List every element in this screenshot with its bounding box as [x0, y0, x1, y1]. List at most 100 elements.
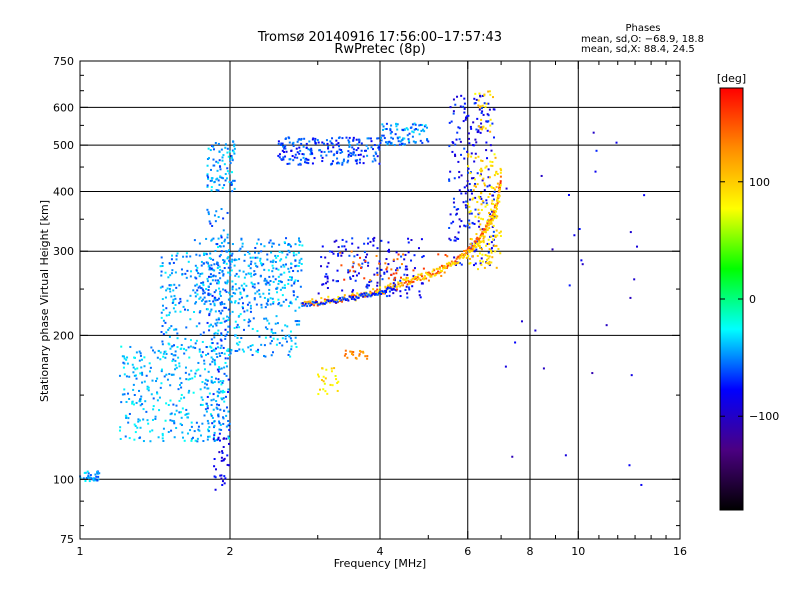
- scatter-point: [366, 357, 369, 360]
- scatter-point: [628, 464, 631, 467]
- scatter-point: [262, 263, 265, 266]
- scatter-point: [220, 148, 223, 151]
- scatter-point: [302, 156, 305, 159]
- scatter-point: [277, 280, 280, 283]
- scatter-point: [290, 339, 293, 342]
- scatter-point: [251, 327, 254, 330]
- scatter-point: [302, 153, 305, 156]
- scatter-point: [199, 310, 202, 313]
- scatter-point: [217, 216, 220, 219]
- scatter-point: [363, 242, 366, 245]
- scatter-point: [139, 398, 142, 401]
- scatter-point: [238, 287, 241, 290]
- scatter-point: [402, 137, 405, 140]
- scatter-point: [386, 142, 389, 145]
- scatter-point: [384, 141, 387, 144]
- scatter-point: [475, 98, 478, 101]
- scatter-point: [255, 350, 258, 353]
- scatter-point: [228, 298, 231, 301]
- scatter-point: [499, 230, 502, 233]
- scatter-point: [139, 426, 142, 429]
- scatter-point: [218, 159, 221, 162]
- scatter-point: [239, 293, 242, 296]
- scatter-point: [238, 341, 241, 344]
- scatter-point: [499, 252, 502, 255]
- scatter-point: [335, 298, 338, 301]
- scatter-point: [413, 128, 416, 131]
- y-axis-label: Stationary phase Virtual Height [km]: [38, 200, 51, 402]
- scatter-point: [209, 324, 212, 327]
- scatter-point: [475, 245, 478, 248]
- scatter-point: [470, 212, 473, 215]
- scatter-point: [282, 145, 285, 148]
- scatter-point: [475, 128, 478, 131]
- scatter-point: [143, 380, 146, 383]
- scatter-point: [209, 303, 212, 306]
- scatter-point: [189, 377, 192, 380]
- scatter-point: [369, 240, 372, 243]
- scatter-point: [348, 136, 351, 139]
- scatter-point: [213, 214, 216, 217]
- scatter-point: [323, 298, 326, 301]
- scatter-point: [212, 300, 215, 303]
- scatter-point: [463, 111, 466, 114]
- scatter-point: [198, 348, 201, 351]
- scatter-point: [227, 350, 230, 353]
- scatter-point: [206, 428, 209, 431]
- scatter-point: [168, 335, 171, 338]
- scatter-point: [427, 271, 430, 274]
- scatter-point: [221, 480, 224, 483]
- scatter-point: [358, 139, 361, 142]
- scatter-point: [220, 383, 223, 386]
- scatter-point: [164, 356, 167, 359]
- scatter-point: [227, 378, 230, 381]
- scatter-point: [285, 150, 288, 153]
- scatter-point: [421, 277, 424, 280]
- scatter-point: [462, 201, 465, 204]
- scatter-point: [327, 150, 330, 153]
- scatter-point: [467, 189, 470, 192]
- scatter-point: [266, 253, 269, 256]
- scatter-point: [197, 272, 200, 275]
- scatter-point: [212, 274, 215, 277]
- scatter-point: [202, 289, 205, 292]
- scatter-point: [160, 330, 163, 333]
- scatter-point: [488, 176, 491, 179]
- scatter-point: [243, 310, 246, 313]
- scatter-point: [288, 251, 291, 254]
- scatter-point: [216, 266, 219, 269]
- scatter-point: [357, 147, 360, 150]
- scatter-point: [369, 291, 372, 294]
- scatter-point: [266, 258, 269, 261]
- scatter-point: [236, 336, 239, 339]
- chart-subtitle: RwPretec (8p): [334, 42, 425, 57]
- scatter-point: [374, 151, 377, 154]
- scatter-point: [362, 162, 365, 165]
- scatter-point: [206, 185, 209, 188]
- scatter-point: [491, 122, 494, 125]
- scatter-point: [234, 292, 237, 295]
- scatter-point: [289, 158, 292, 161]
- scatter-point: [283, 146, 286, 149]
- scatter-point: [276, 255, 279, 258]
- scatter-point: [377, 292, 380, 295]
- scatter-point: [270, 251, 273, 254]
- scatter-point: [223, 352, 226, 355]
- scatter-point: [380, 139, 383, 142]
- scatter-point: [355, 149, 358, 152]
- scatter-point: [467, 132, 470, 135]
- scatter-point: [209, 275, 212, 278]
- scatter-point: [482, 239, 485, 242]
- scatter-point: [481, 234, 484, 237]
- scatter-point: [484, 254, 487, 257]
- scatter-point: [494, 234, 497, 237]
- scatter-point: [218, 391, 221, 394]
- scatter-point: [487, 257, 490, 260]
- scatter-point: [385, 289, 388, 292]
- scatter-point: [392, 259, 395, 262]
- scatter-point: [240, 237, 243, 240]
- scatter-point: [281, 251, 284, 254]
- scatter-point: [211, 416, 214, 419]
- scatter-point: [480, 173, 483, 176]
- scatter-point: [479, 131, 482, 134]
